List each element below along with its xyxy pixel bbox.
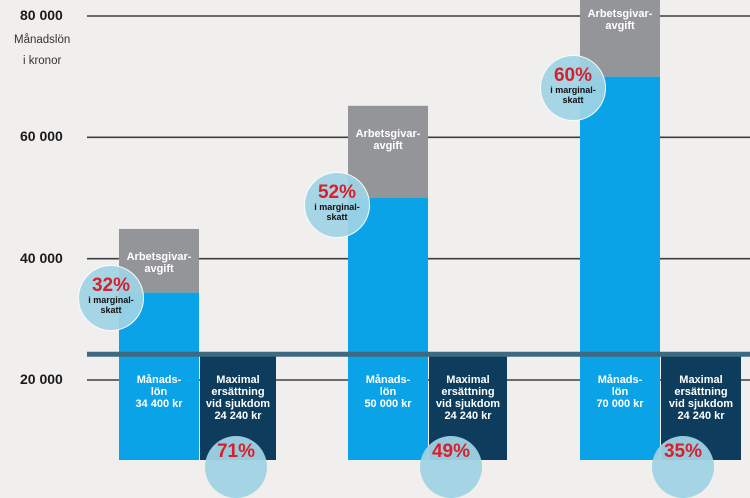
marginal-tax-percent: 60% bbox=[553, 65, 593, 86]
sick-compensation-percent: 71% bbox=[216, 441, 256, 462]
marginal-tax-percent: 52% bbox=[317, 182, 357, 203]
employer-fee-label: Arbetsgivar- avgift bbox=[587, 8, 653, 32]
sick-compensation-label: Maximal ersättning vid sjukdom 24 240 kr bbox=[205, 374, 271, 422]
marginal-tax-text: i marginal- skatt bbox=[314, 202, 360, 222]
sick-compensation-percent-badge: 49% bbox=[420, 436, 482, 498]
sick-compensation-percent: 35% bbox=[663, 441, 703, 462]
salary-bar bbox=[580, 76, 660, 460]
marginal-tax-text: i marginal- skatt bbox=[550, 85, 596, 105]
y-tick-label: 40 000 bbox=[20, 249, 63, 266]
y-axis-unit-label: Månadslön i kronor bbox=[14, 34, 71, 67]
salary-bar bbox=[348, 198, 428, 460]
salary-label: Månads- lön 50 000 kr bbox=[364, 374, 412, 410]
marginal-tax-badge: 52% i marginal- skatt bbox=[304, 172, 370, 238]
salary-label: Månads- lön 34 400 kr bbox=[135, 374, 183, 410]
sick-compensation-percent-badge: 71% bbox=[205, 436, 267, 498]
marginal-tax-text: i marginal- skatt bbox=[88, 295, 134, 315]
marginal-tax-percent: 32% bbox=[91, 275, 131, 296]
employer-fee-label: Arbetsgivar- avgift bbox=[126, 250, 192, 275]
marginal-tax-badge: 32% i marginal- skatt bbox=[78, 265, 144, 331]
y-tick-label: 20 000 bbox=[20, 371, 63, 387]
sick-compensation-percent: 49% bbox=[431, 441, 471, 462]
sick-compensation-label: Maximal ersättning vid sjukdom 24 240 kr bbox=[668, 374, 734, 422]
sick-compensation-percent-badge: 35% bbox=[652, 436, 714, 498]
employer-fee-label: Arbetsgivar- avgift bbox=[355, 127, 421, 152]
salary-label: Månads- lön 70 000 kr bbox=[596, 374, 644, 410]
y-tick-label: 60 000 bbox=[20, 128, 63, 145]
marginal-tax-badge: 60% i marginal- skatt bbox=[540, 55, 606, 121]
y-tick-label: 80 000 bbox=[20, 7, 63, 23]
sick-compensation-label: Maximal ersättning vid sjukdom 24 240 kr bbox=[435, 374, 501, 422]
